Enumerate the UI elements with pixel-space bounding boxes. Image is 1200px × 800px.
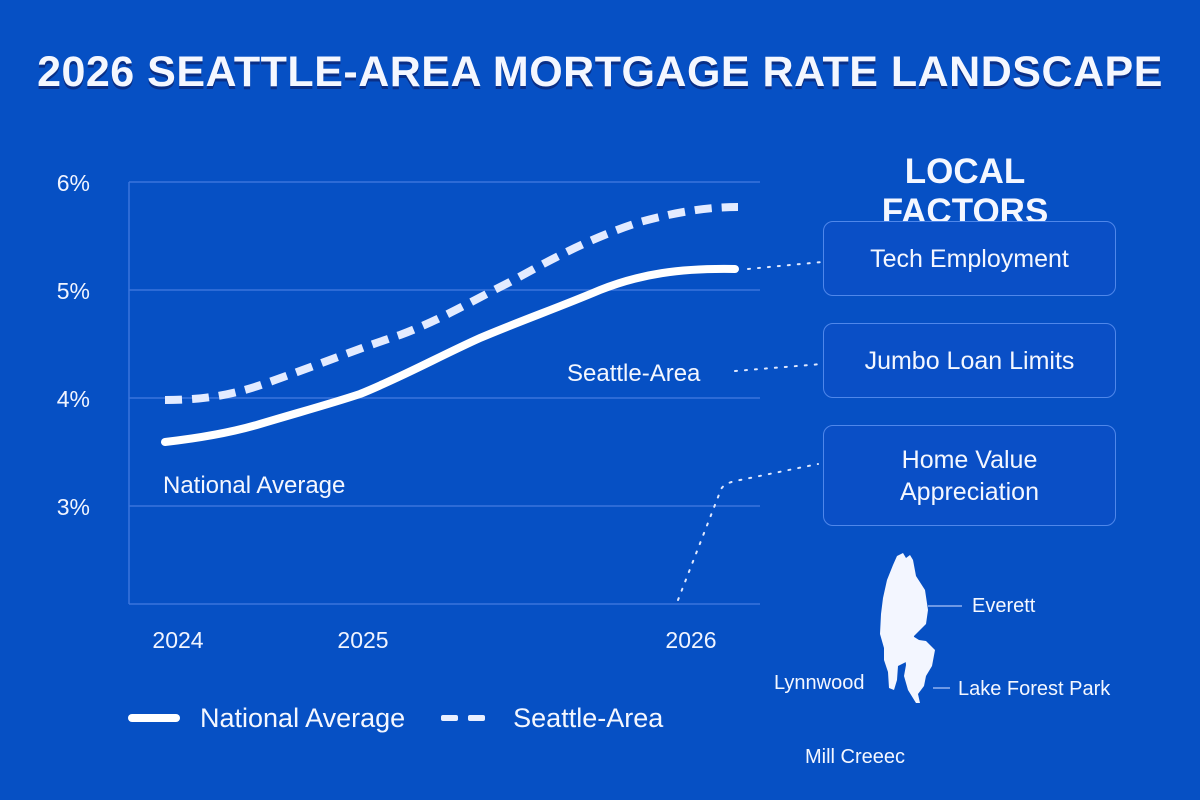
factor-jumbo-loan-limits: Jumbo Loan Limits	[823, 323, 1116, 398]
y-tick-5: 5%	[56, 278, 90, 304]
seattle-area-map	[880, 553, 935, 703]
seattle-area-label: Seattle-Area	[567, 360, 701, 387]
connector-home-value	[677, 463, 819, 601]
map-leader-lines	[928, 605, 962, 689]
connector-jumbo-loan	[734, 363, 823, 372]
national-average-line	[161, 264, 739, 446]
map-region-south	[904, 635, 935, 703]
legend-label: Seattle-Area	[513, 702, 664, 733]
y-tick-3: 3%	[56, 494, 90, 520]
national-average-label: National Average	[163, 472, 346, 499]
factor-label: Home Value Appreciation	[900, 445, 1039, 506]
factor-connectors	[677, 261, 823, 601]
legend-item-seattle-area: Seattle-Area	[441, 703, 663, 734]
x-tick-2025: 2025	[337, 627, 389, 653]
dashed-line-swatch-icon	[441, 714, 493, 722]
seattle-area-line	[164, 203, 739, 404]
map-label-mill-creek: Mill Creeec	[805, 746, 906, 768]
chart-legend: National Average Seattle-Area	[128, 700, 699, 736]
map-region-north	[880, 553, 928, 690]
y-tick-6: 6%	[56, 170, 90, 196]
factor-label: Jumbo Loan Limits	[864, 346, 1075, 375]
factor-label: Tech Employment	[870, 244, 1069, 273]
connector-tech-employment	[747, 261, 823, 270]
chart-title: 2026 SEATTLE-AREA MORTGAGE RATE LANDSCAP…	[37, 48, 1163, 96]
map-label-lake-forest-park: Lake Forest Park	[958, 678, 1111, 700]
y-tick-4: 4%	[56, 386, 90, 412]
x-tick-2026: 2026	[665, 627, 717, 653]
local-factors-title: LOCAL FACTORS	[881, 152, 1049, 231]
legend-label: National Average	[200, 702, 406, 733]
legend-item-national-average: National Average	[128, 703, 405, 734]
solid-line-swatch-icon	[128, 714, 180, 722]
factor-tech-employment: Tech Employment	[823, 221, 1116, 296]
x-tick-2024: 2024	[152, 627, 204, 653]
map-label-everett: Everett	[972, 595, 1036, 617]
factor-home-value-appreciation: Home Value Appreciation	[823, 425, 1116, 526]
gridlines	[128, 181, 760, 605]
map-label-lynnwood: Lynnwood	[774, 672, 865, 694]
